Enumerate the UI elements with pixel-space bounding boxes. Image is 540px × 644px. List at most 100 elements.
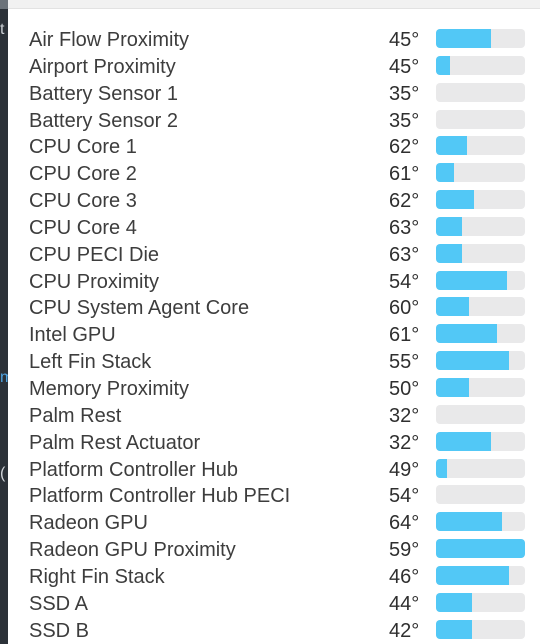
sensor-row: Radeon GPU Proximity 59° — [8, 536, 540, 563]
sensor-row: CPU PECI Die 63° — [8, 241, 540, 268]
sensor-temperature: 61° — [389, 163, 420, 186]
sensor-row: SSD A 44° — [8, 590, 540, 617]
temperature-level-bar — [436, 619, 525, 639]
sensor-name: Memory Proximity — [29, 377, 190, 400]
sensor-row: Platform Controller Hub 49° — [8, 456, 540, 483]
temperature-level-bar — [436, 297, 525, 317]
sensor-temperature: 62° — [389, 190, 420, 213]
temperature-level-bar — [436, 404, 525, 424]
temperature-level-bar — [436, 377, 525, 397]
temperature-level-fill — [436, 55, 451, 75]
sensor-temperature: 49° — [389, 458, 420, 481]
sensor-name: Intel GPU — [29, 324, 116, 347]
sensor-name: Battery Sensor 1 — [29, 82, 178, 105]
temperature-level-fill — [436, 270, 508, 290]
temperature-level-bar — [436, 163, 525, 183]
sensor-row: CPU Core 1 62° — [8, 133, 540, 160]
sensor-row: CPU Core 3 62° — [8, 187, 540, 214]
sensor-row: CPU Core 4 63° — [8, 214, 540, 241]
temperature-level-fill — [436, 351, 509, 371]
sensor-name: CPU Proximity — [29, 270, 160, 293]
temperature-level-bar — [436, 109, 525, 129]
temperature-level-bar — [436, 351, 525, 371]
sensor-name: SSD B — [29, 619, 90, 642]
temperature-sensors-panel: Air Flow Proximity 45° Airport Proximity 45… — [8, 0, 540, 644]
sensor-row: Memory Proximity 50° — [8, 375, 540, 402]
sensor-name: CPU Core 4 — [29, 216, 137, 239]
temperature-level-fill — [436, 592, 473, 612]
sensor-row: CPU Core 2 61° — [8, 160, 540, 187]
sensor-name: Radeon GPU — [29, 512, 148, 535]
sensor-temperature: 32° — [389, 431, 420, 454]
temperature-level-fill — [436, 377, 469, 397]
temperature-level-bar — [436, 539, 525, 559]
sensor-row: SSD B 42° — [8, 617, 540, 644]
sensor-row: CPU Proximity 54° — [8, 268, 540, 295]
temperature-level-bar — [436, 485, 525, 505]
temperature-level-bar — [436, 243, 525, 263]
sensor-name: CPU Core 2 — [29, 163, 137, 186]
sensor-name: CPU Core 3 — [29, 190, 137, 213]
sensor-row: Airport Proximity 45° — [8, 53, 540, 80]
temperature-level-bar — [436, 458, 525, 478]
sensor-row: Air Flow Proximity 45° — [8, 26, 540, 53]
temperature-level-bar — [436, 270, 525, 290]
sensor-row: Left Fin Stack 55° — [8, 348, 540, 375]
sensor-name: Radeon GPU Proximity — [29, 539, 236, 562]
sensor-name: Battery Sensor 2 — [29, 109, 178, 132]
sensor-temperature: 45° — [389, 55, 420, 78]
background-window-glyph-top: t — [0, 22, 5, 38]
sensor-name: Palm Rest Actuator — [29, 431, 201, 454]
sensor-temperature: 45° — [389, 29, 420, 51]
background-window-edge: t m ( — [0, 0, 8, 644]
background-window-edge-top — [0, 0, 8, 9]
sensor-temperature: 46° — [389, 565, 420, 588]
sensor-row: Right Fin Stack 46° — [8, 563, 540, 590]
sensor-temperature: 42° — [389, 619, 420, 642]
sensor-row: Battery Sensor 1 35° — [8, 80, 540, 107]
sensor-temperature: 54° — [389, 270, 420, 293]
temperature-level-bar — [436, 29, 525, 48]
temperature-level-fill — [436, 243, 462, 263]
sensor-row: Palm Rest Actuator 32° — [8, 429, 540, 456]
sensor-name: Left Fin Stack — [29, 351, 152, 374]
temperature-level-fill — [436, 458, 447, 478]
sensor-temperature: 32° — [389, 404, 420, 427]
temperature-level-fill — [436, 565, 509, 585]
temperature-level-fill — [436, 136, 468, 156]
sensor-name: Right Fin Stack — [29, 565, 165, 588]
sensor-name: CPU PECI Die — [29, 243, 160, 266]
sensor-name: Air Flow Proximity — [29, 29, 190, 51]
temperature-level-fill — [436, 297, 469, 317]
sensor-row: Palm Rest 32° — [8, 402, 540, 429]
sensor-temperature: 59° — [389, 539, 420, 562]
temperature-level-fill — [436, 190, 475, 210]
sensor-row: Radeon GPU 64° — [8, 509, 540, 536]
temperature-level-bar — [436, 431, 525, 451]
sensor-row: CPU System Agent Core 60° — [8, 294, 540, 321]
sensor-temperature: 63° — [389, 216, 420, 239]
temperature-level-fill — [436, 619, 473, 639]
sensor-temperature: 63° — [389, 243, 420, 266]
temperature-level-fill — [436, 324, 497, 344]
temperature-level-fill — [436, 539, 525, 559]
sensor-list: Air Flow Proximity 45° Airport Proximity 45… — [8, 26, 540, 643]
temperature-level-bar — [436, 82, 525, 102]
temperature-level-fill — [436, 512, 502, 532]
sensor-temperature: 55° — [389, 351, 420, 374]
background-window-glyph-lower: ( — [0, 466, 6, 482]
sensor-row: Platform Controller Hub PECI 54° — [8, 482, 540, 509]
temperature-level-bar — [436, 136, 525, 156]
sensor-temperature: 64° — [389, 512, 420, 535]
temperature-level-bar — [436, 565, 525, 585]
sensor-temperature: 35° — [389, 109, 420, 132]
sensor-row: Intel GPU 61° — [8, 321, 540, 348]
sensor-name: Airport Proximity — [29, 55, 176, 78]
background-window-glyph-middle: m — [0, 370, 8, 386]
temperature-level-bar — [436, 592, 525, 612]
temperature-level-bar — [436, 512, 525, 532]
temperature-level-fill — [436, 216, 462, 236]
sensor-temperature: 44° — [389, 592, 420, 615]
sensor-row: Battery Sensor 2 35° — [8, 107, 540, 134]
sensor-temperature: 35° — [389, 82, 420, 105]
